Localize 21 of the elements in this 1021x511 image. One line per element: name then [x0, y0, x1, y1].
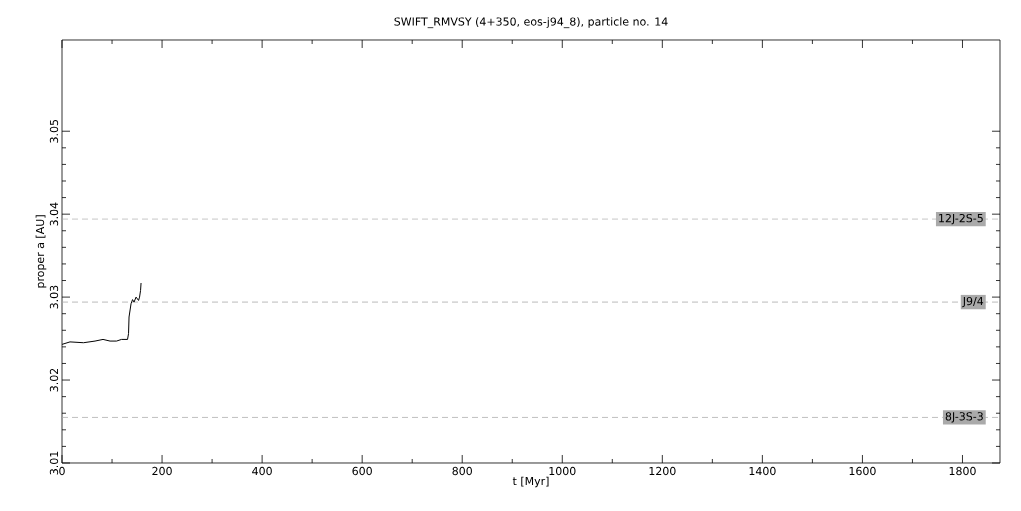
y-tick-label: 3.04 — [49, 202, 59, 226]
x-tick-label: 1800 — [949, 466, 976, 476]
chart-title: SWIFT_RMVSY (4+350, eos-j94_8), particle no. 14 — [394, 17, 668, 29]
y-tick-label: 3.03 — [49, 285, 59, 309]
x-tick-label: 600 — [352, 466, 372, 476]
x-tick-label: 200 — [152, 466, 172, 476]
y-axis-title: proper a [AU] — [35, 215, 47, 288]
x-tick-label: 1400 — [749, 466, 776, 476]
x-tick-label: 1000 — [549, 466, 576, 476]
x-tick-label: 1600 — [849, 466, 876, 476]
ref-line-label: J9/4 — [962, 296, 984, 308]
y-tick-label: 3.01 — [49, 451, 59, 475]
x-tick-label: 0 — [59, 466, 65, 476]
x-axis-title: t [Myr] — [512, 476, 549, 488]
y-tick-label: 3.02 — [49, 368, 59, 392]
x-tick-label: 1200 — [649, 466, 676, 476]
ref-line-label: 8J-3S-3 — [945, 412, 983, 423]
y-tick-label: 3.05 — [49, 119, 59, 143]
x-tick-label: 800 — [452, 466, 472, 476]
ref-line-label: 12J-2S-5 — [939, 213, 983, 225]
x-tick-label: 400 — [252, 466, 272, 476]
